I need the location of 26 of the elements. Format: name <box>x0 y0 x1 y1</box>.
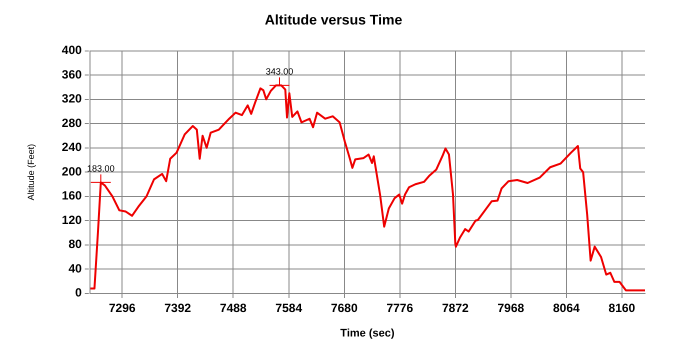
x-tick-label: 7296 <box>108 300 136 315</box>
chart-title: Altitude versus Time <box>264 11 402 28</box>
x-tick-label: 7872 <box>442 300 469 315</box>
y-tick-label: 0 <box>75 286 82 300</box>
x-tick-label: 7392 <box>164 300 192 315</box>
x-tick-label: 7488 <box>220 300 247 315</box>
y-tick-label: 360 <box>62 67 82 82</box>
y-tick-label: 400 <box>62 43 82 58</box>
x-tick-label: 8160 <box>608 300 636 315</box>
x-tick-label: 7680 <box>330 300 358 315</box>
y-axis-title: Altitude (Feet) <box>26 144 36 200</box>
x-tick-label: 7968 <box>497 300 524 315</box>
y-tick-label: 280 <box>62 116 82 130</box>
y-tick-label: 320 <box>62 92 82 106</box>
y-tick-label: 160 <box>62 188 82 203</box>
x-axis-title: Time (sec) <box>340 327 395 340</box>
y-tick-label: 80 <box>68 237 82 252</box>
annotation: 343.00 <box>266 66 294 76</box>
annotation: 183.00 <box>87 163 115 174</box>
x-tick-label: 7584 <box>275 300 302 315</box>
y-tick-label: 120 <box>62 212 82 227</box>
y-tick-label: 40 <box>68 261 82 276</box>
y-tick-label: 240 <box>62 140 82 154</box>
x-tick-label: 8064 <box>553 300 580 315</box>
x-tick-label: 7776 <box>386 300 414 315</box>
y-tick-label: 200 <box>62 164 82 178</box>
